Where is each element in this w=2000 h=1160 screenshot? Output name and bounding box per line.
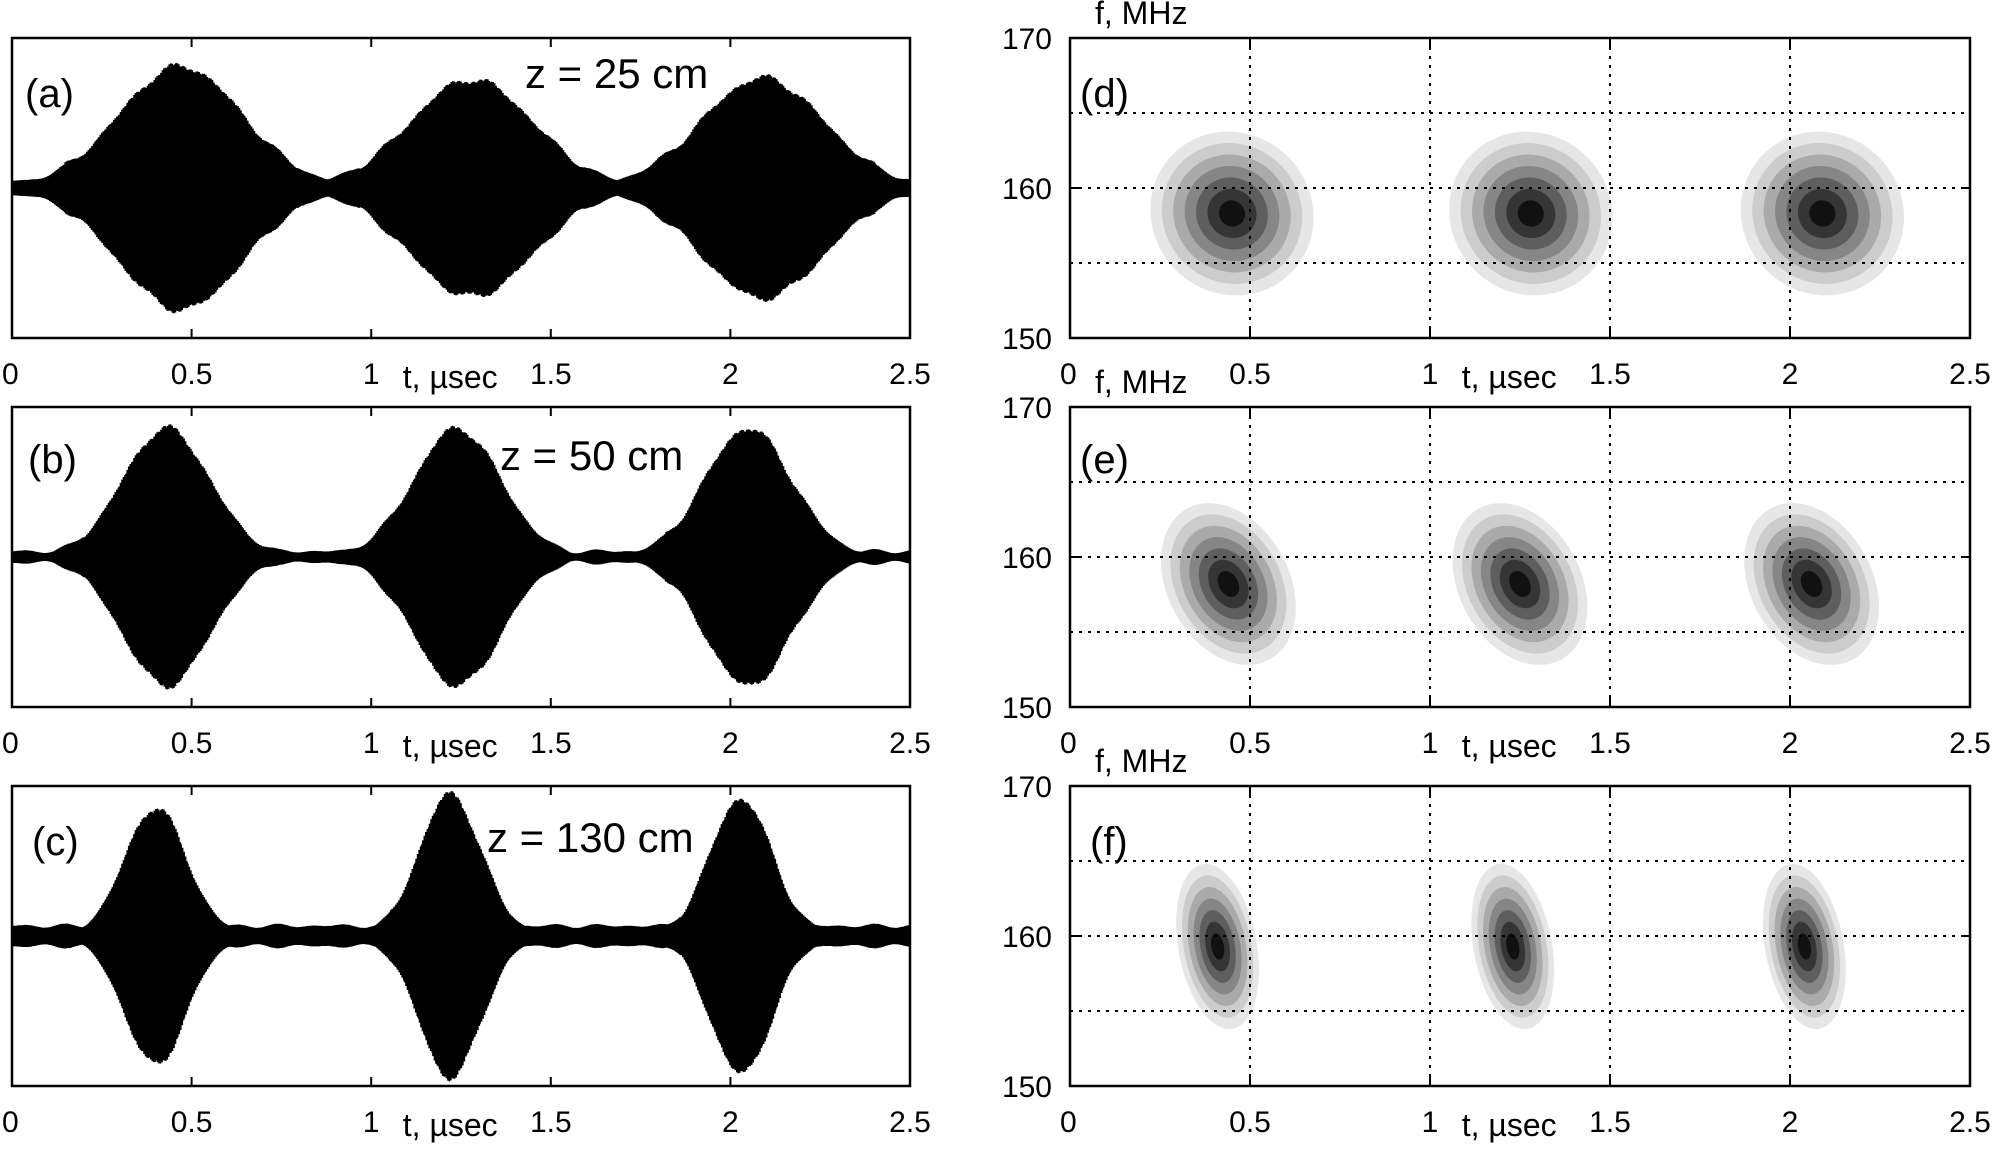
panel-f-blob-1 [1176,863,1260,1030]
panel-f-ytick-label: 170 [1002,771,1052,804]
panel-e-ytick-label: 150 [1002,692,1052,725]
panel-a-xtick-label: 0.5 [171,358,213,391]
panel-c-xtick-label: 0 [2,1106,19,1139]
panel-e-yaxis-label: f, MHz [1095,364,1187,400]
panel-d-xtick-label: 2 [1782,358,1799,391]
panel-d-xtick-label: 0 [1060,358,1077,391]
panel-a-xaxis-label: t, µsec [403,359,498,395]
panel-d-yaxis-label: f, MHz [1095,0,1187,31]
panel-d-blob-contour [1809,200,1836,227]
panel-c-label: (c) [32,820,79,864]
panel-d-xtick-label: 2.5 [1949,358,1991,391]
panel-d-xtick-label: 1.5 [1589,358,1631,391]
panel-d-ytick-label: 170 [1002,23,1052,56]
panel-e-xtick-label: 2 [1782,727,1799,760]
panel-c-xtick-label: 2.5 [889,1106,931,1139]
panel-d-blob-3 [1740,131,1905,296]
panel-a-xtick-label: 2 [722,358,739,391]
panel-e-ytick-label: 160 [1002,542,1052,575]
panel-f-xtick-label: 2 [1782,1106,1799,1139]
panel-c-xtick-label: 1 [363,1106,380,1139]
panel-e-label: (e) [1080,438,1129,482]
panel-f-blob-3 [1762,863,1846,1030]
panel-d-blob-contour [1517,200,1544,227]
panel-b-xtick-label: 2.5 [889,727,931,760]
panel-e-blob-3 [1744,503,1880,665]
panel-d-ytick-label: 150 [1002,323,1052,356]
panel-b-frame [10,405,912,709]
panel-f-xtick-label: 0.5 [1229,1106,1271,1139]
panel-e-xtick-label: 1 [1422,727,1439,760]
panel-f-blob-contour [1506,933,1520,960]
panel-e-blob-contour [1800,571,1823,597]
panel-b-annotation: z = 50 cm [500,432,683,479]
panel-e-xtick-label: 0.5 [1229,727,1271,760]
panel-a-frame [10,36,912,340]
panel-e-blob-2 [1452,503,1588,665]
panel-e-xtick-label: 1.5 [1589,727,1631,760]
panel-c-xtick-label: 1.5 [530,1106,572,1139]
panel-e-blob-contour [1217,571,1240,597]
panel-b-xtick-label: 1.5 [530,727,572,760]
panel-b-xtick-label: 2 [722,727,739,760]
panel-e-xtick-label: 0 [1060,727,1077,760]
panel-d-label: (d) [1080,72,1129,116]
panel-f-xtick-label: 0 [1060,1106,1077,1139]
panel-b-xtick-label: 1 [363,727,380,760]
panel-d-blob-1 [1150,131,1314,296]
panel-a-xtick-label: 1 [363,358,380,391]
panel-f-blob-contour [1210,933,1225,960]
panel-a-annotation: z = 25 cm [525,50,708,97]
panel-b-xaxis-label: t, µsec [403,728,498,764]
panel-f-blob-2 [1471,863,1555,1030]
panel-d-ytick-label: 160 [1002,173,1052,206]
panel-a-xtick-label: 2.5 [889,358,931,391]
panel-f-xaxis-label: t, µsec [1462,1107,1557,1143]
panel-e-xaxis-label: t, µsec [1462,728,1557,764]
panel-d-xaxis-label: t, µsec [1462,359,1557,395]
panel-f-yaxis-label: f, MHz [1095,743,1187,779]
panel-c-signal-trace [12,791,910,1082]
panel-d-xtick-label: 0.5 [1229,358,1271,391]
panel-b-xtick-label: 0 [2,727,19,760]
panel-f-ytick-label: 160 [1002,921,1052,954]
panel-f-xtick-label: 1.5 [1589,1106,1631,1139]
panel-c-xtick-label: 0.5 [171,1106,213,1139]
panel-d-xtick-label: 1 [1422,358,1439,391]
panel-c-frame [10,784,912,1088]
panel-a-xtick-label: 0 [2,358,19,391]
panel-c-xtick-label: 2 [722,1106,739,1139]
panel-e-xtick-label: 2.5 [1949,727,1991,760]
panel-e-blob-1 [1160,503,1296,665]
panel-f-xtick-label: 2.5 [1949,1106,1991,1139]
panel-d-blob-contour [1218,200,1246,227]
panel-e-blob-contour [1509,571,1531,597]
panel-b-xtick-label: 0.5 [171,727,213,760]
panel-b-signal-trace [12,424,910,690]
panel-e-ytick-label: 170 [1002,392,1052,425]
panel-c-xaxis-label: t, µsec [403,1107,498,1143]
panel-c-annotation: z = 130 cm [487,814,694,861]
panel-f-label: (f) [1090,820,1128,864]
panel-f-xtick-label: 1 [1422,1106,1439,1139]
panel-f-blob-contour [1797,933,1812,960]
panel-d-blob-2 [1449,131,1613,296]
panel-a-xtick-label: 1.5 [530,358,572,391]
panel-f-ytick-label: 150 [1002,1071,1052,1104]
panel-a-signal-trace [12,63,910,314]
panel-a-label: (a) [25,72,74,116]
panel-b-label: (b) [28,438,77,482]
